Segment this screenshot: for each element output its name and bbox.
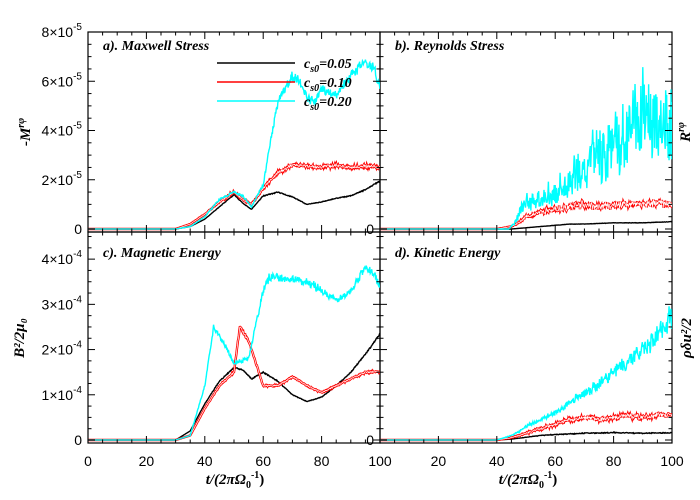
panel-d-xtick-label: 80 bbox=[606, 453, 622, 469]
panel-a-ytick-label: 6×10-5 bbox=[42, 71, 83, 89]
panel-d-xtick-label: 100 bbox=[660, 453, 684, 469]
panel-a-ylabel: -Mrφ bbox=[16, 118, 34, 146]
ytick-exponent: -4 bbox=[73, 294, 82, 305]
panel-d-xtick-label: 20 bbox=[431, 453, 447, 469]
panel-a-ytick-label: 2×10-5 bbox=[42, 170, 83, 188]
panel-c-xtick-label: 0 bbox=[84, 453, 92, 469]
panel-a-ytick-label: 4×10-5 bbox=[42, 121, 83, 139]
panel-a-series-cs0=0.10 bbox=[88, 159, 380, 231]
panel-b-series bbox=[380, 67, 672, 231]
panel-c-ylabel: B²/2μ₀ bbox=[12, 318, 28, 359]
ytick-mantissa: 1×10 bbox=[42, 387, 74, 403]
panel-c-ytick-label: 3×10-4 bbox=[42, 294, 83, 312]
panel-a-ylabel-main: -M bbox=[18, 127, 34, 146]
panel-c-ytick-label: 2×10-4 bbox=[42, 340, 83, 358]
panel-d-xtick-label: 40 bbox=[489, 453, 505, 469]
ytick-exponent: -5 bbox=[73, 170, 82, 181]
panel-c-xtick-label: 40 bbox=[197, 453, 213, 469]
panel-c-frame bbox=[87, 231, 381, 444]
panel-c-ytick-label: 1×10-4 bbox=[42, 385, 83, 403]
panel-a-ytick-label: 0 bbox=[74, 221, 82, 237]
ytick-mantissa: 2×10 bbox=[42, 172, 74, 188]
panel-c-xtick-label: 60 bbox=[255, 453, 271, 469]
panel-b-ylabel: Rrφ bbox=[676, 122, 694, 143]
ytick-mantissa: 0 bbox=[74, 432, 82, 448]
ytick-exponent: -5 bbox=[73, 71, 82, 82]
panel-a-series bbox=[88, 58, 380, 231]
ytick-exponent: -5 bbox=[73, 121, 82, 132]
panel-c-series-cs0=0.10 bbox=[88, 325, 380, 442]
xlabel-left-sup: -1 bbox=[251, 470, 259, 481]
legend-label: cs0=0.10 bbox=[304, 76, 352, 94]
panel-b-ytick-zero: 0 bbox=[366, 221, 374, 237]
panel-b-ylabel-sup: rφ bbox=[676, 122, 687, 132]
panel-a-title: a). Maxwell Stress bbox=[103, 39, 210, 54]
xlabel-left: t/(2πΩ0-1) bbox=[206, 470, 265, 491]
panel-a-series-cs0=0.20 bbox=[88, 58, 380, 230]
panel-d-xtick-label: 60 bbox=[547, 453, 563, 469]
panel-c-xtick-label: 80 bbox=[314, 453, 330, 469]
panel-c-title: c). Magnetic Energy bbox=[103, 246, 222, 261]
panel-d-ylabel: ρδu²/2 bbox=[679, 318, 695, 359]
xlabel-right: t/(2πΩ0-1) bbox=[499, 470, 558, 491]
legend-label: cs0=0.05 bbox=[304, 57, 352, 75]
panel-d-title: d). Kinetic Energy bbox=[395, 246, 501, 261]
panel-c-series bbox=[88, 264, 380, 442]
ytick-mantissa: 4×10 bbox=[42, 251, 74, 267]
xlabel-left-sub: 0 bbox=[246, 480, 251, 491]
ytick-exponent: -4 bbox=[73, 385, 82, 396]
ytick-mantissa: 8×10 bbox=[42, 24, 74, 40]
legend-label: cs0=0.20 bbox=[304, 95, 352, 113]
xlabel-left-main: t/(2πΩ bbox=[206, 472, 246, 488]
panel-b-ylabel-main: R bbox=[678, 132, 694, 143]
xlabel-right-sup: -1 bbox=[544, 470, 552, 481]
panel-d-series bbox=[380, 306, 672, 442]
xlabel-right-sub: 0 bbox=[539, 480, 544, 491]
panel-c-series-cs0=0.10-inner bbox=[88, 326, 380, 441]
ytick-mantissa: 3×10 bbox=[42, 296, 74, 312]
panel-a-ytick-label: 8×10-5 bbox=[42, 22, 83, 40]
ytick-mantissa: 6×10 bbox=[42, 73, 74, 89]
panel-a-ylabel-sup: rφ bbox=[16, 118, 27, 128]
panel-c-xtick-label: 20 bbox=[139, 453, 155, 469]
panel-c-series-cs0=0.20 bbox=[88, 264, 380, 441]
ytick-exponent: -4 bbox=[73, 340, 82, 351]
ytick-mantissa: 0 bbox=[74, 221, 82, 237]
panel-c-ytick-label: 0 bbox=[74, 432, 82, 448]
panel-d-series-cs0=0.20 bbox=[380, 306, 672, 441]
xlabel-right-close: ) bbox=[552, 472, 557, 488]
ytick-mantissa: 2×10 bbox=[42, 342, 74, 358]
panel-c-ytick-label: 4×10-4 bbox=[42, 249, 83, 267]
panel-a-series-cs0=0.05 bbox=[88, 180, 380, 230]
panel-b-series-cs0=0.20 bbox=[380, 67, 672, 230]
panel-c-xtick-label: 100 bbox=[368, 453, 392, 469]
panel-d-ytick-zero: 0 bbox=[366, 432, 374, 448]
ytick-exponent: -4 bbox=[73, 249, 82, 260]
ytick-exponent: -5 bbox=[73, 22, 82, 33]
xlabel-left-close: ) bbox=[259, 472, 264, 488]
panel-b-title: b). Reynolds Stress bbox=[395, 39, 505, 54]
xlabel-right-main: t/(2πΩ bbox=[499, 472, 539, 488]
panel-a-series-cs0=0.10-inner bbox=[88, 162, 380, 230]
ytick-mantissa: 4×10 bbox=[42, 123, 74, 139]
